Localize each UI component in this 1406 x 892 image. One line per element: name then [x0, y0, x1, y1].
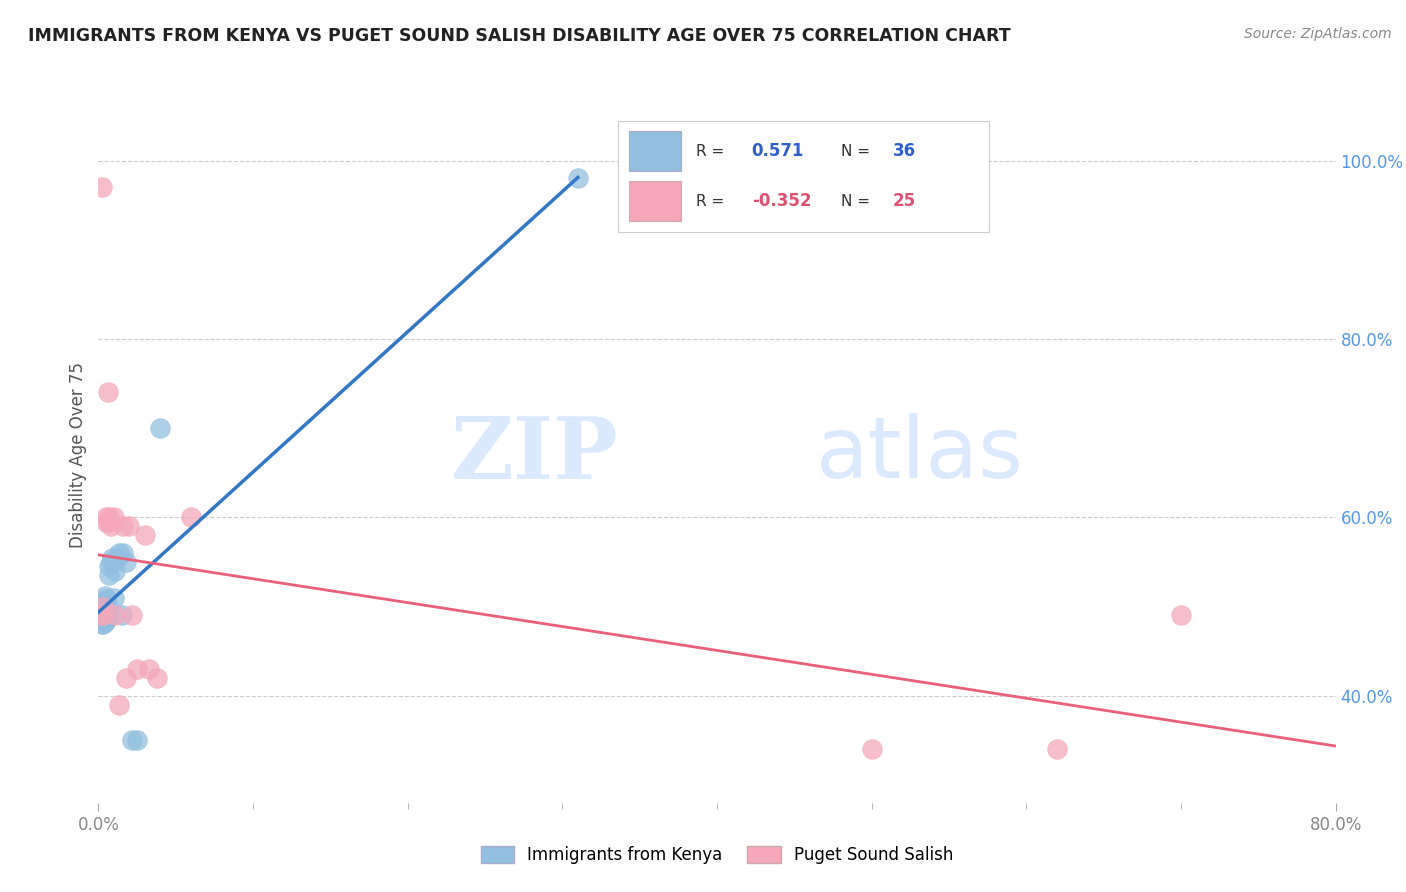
Point — [112, 546, 135, 560]
Point — [93, 615, 115, 629]
Point — [96, 613, 118, 627]
Point — [860, 742, 883, 756]
Point — [1170, 608, 1192, 623]
Point — [104, 564, 127, 578]
Text: N =: N = — [841, 194, 870, 209]
Point — [96, 510, 118, 524]
FancyBboxPatch shape — [630, 131, 681, 171]
Point — [115, 671, 138, 685]
Point — [91, 617, 114, 632]
Point — [115, 555, 138, 569]
Point — [91, 610, 114, 624]
Point — [121, 733, 143, 747]
Point — [93, 601, 115, 615]
Point — [91, 606, 114, 620]
Point — [100, 555, 122, 569]
Point — [107, 546, 129, 560]
Point — [91, 608, 114, 623]
Point — [89, 604, 111, 618]
Point — [97, 599, 120, 614]
Point — [112, 519, 135, 533]
Text: IMMIGRANTS FROM KENYA VS PUGET SOUND SALISH DISABILITY AGE OVER 75 CORRELATION C: IMMIGRANTS FROM KENYA VS PUGET SOUND SAL… — [28, 27, 1011, 45]
Point — [89, 608, 111, 623]
Point — [91, 595, 114, 609]
Point — [96, 607, 118, 621]
Point — [96, 592, 118, 607]
Point — [101, 550, 124, 565]
Text: 25: 25 — [893, 192, 915, 211]
Point — [180, 510, 202, 524]
Point — [127, 662, 149, 676]
Point — [97, 385, 120, 400]
Text: 0.571: 0.571 — [752, 142, 804, 160]
Y-axis label: Disability Age Over 75: Disability Age Over 75 — [69, 362, 87, 548]
Point — [104, 608, 127, 623]
Point — [103, 510, 125, 524]
Point — [89, 608, 111, 623]
Point — [90, 599, 112, 614]
Point — [98, 568, 121, 582]
FancyBboxPatch shape — [630, 181, 681, 221]
Point — [100, 519, 122, 533]
Point — [567, 171, 589, 186]
Point — [98, 510, 121, 524]
Point — [146, 671, 169, 685]
Text: R =: R = — [696, 144, 724, 159]
Point — [96, 599, 118, 614]
Text: R =: R = — [696, 194, 724, 209]
Text: atlas: atlas — [815, 413, 1024, 497]
Point — [97, 608, 120, 623]
Point — [98, 559, 121, 574]
Point — [90, 608, 112, 623]
Text: Source: ZipAtlas.com: Source: ZipAtlas.com — [1244, 27, 1392, 41]
Point — [1046, 742, 1069, 756]
Point — [134, 528, 156, 542]
Point — [118, 519, 141, 533]
Point — [90, 180, 112, 194]
Point — [103, 591, 125, 605]
Point — [93, 608, 115, 623]
Point — [121, 608, 143, 623]
Text: 36: 36 — [893, 142, 915, 160]
Point — [138, 662, 160, 676]
Point — [96, 515, 118, 529]
Point — [111, 608, 134, 623]
Point — [127, 733, 149, 747]
Point — [91, 599, 114, 614]
Point — [105, 550, 128, 565]
Point — [90, 617, 112, 632]
Text: N =: N = — [841, 144, 870, 159]
Point — [107, 698, 129, 712]
Point — [98, 515, 121, 529]
Point — [91, 601, 114, 615]
Text: ZIP: ZIP — [450, 413, 619, 497]
Point — [93, 595, 115, 609]
Point — [93, 589, 115, 603]
Text: -0.352: -0.352 — [752, 192, 811, 211]
Legend: Immigrants from Kenya, Puget Sound Salish: Immigrants from Kenya, Puget Sound Salis… — [474, 839, 960, 871]
Point — [149, 421, 172, 435]
